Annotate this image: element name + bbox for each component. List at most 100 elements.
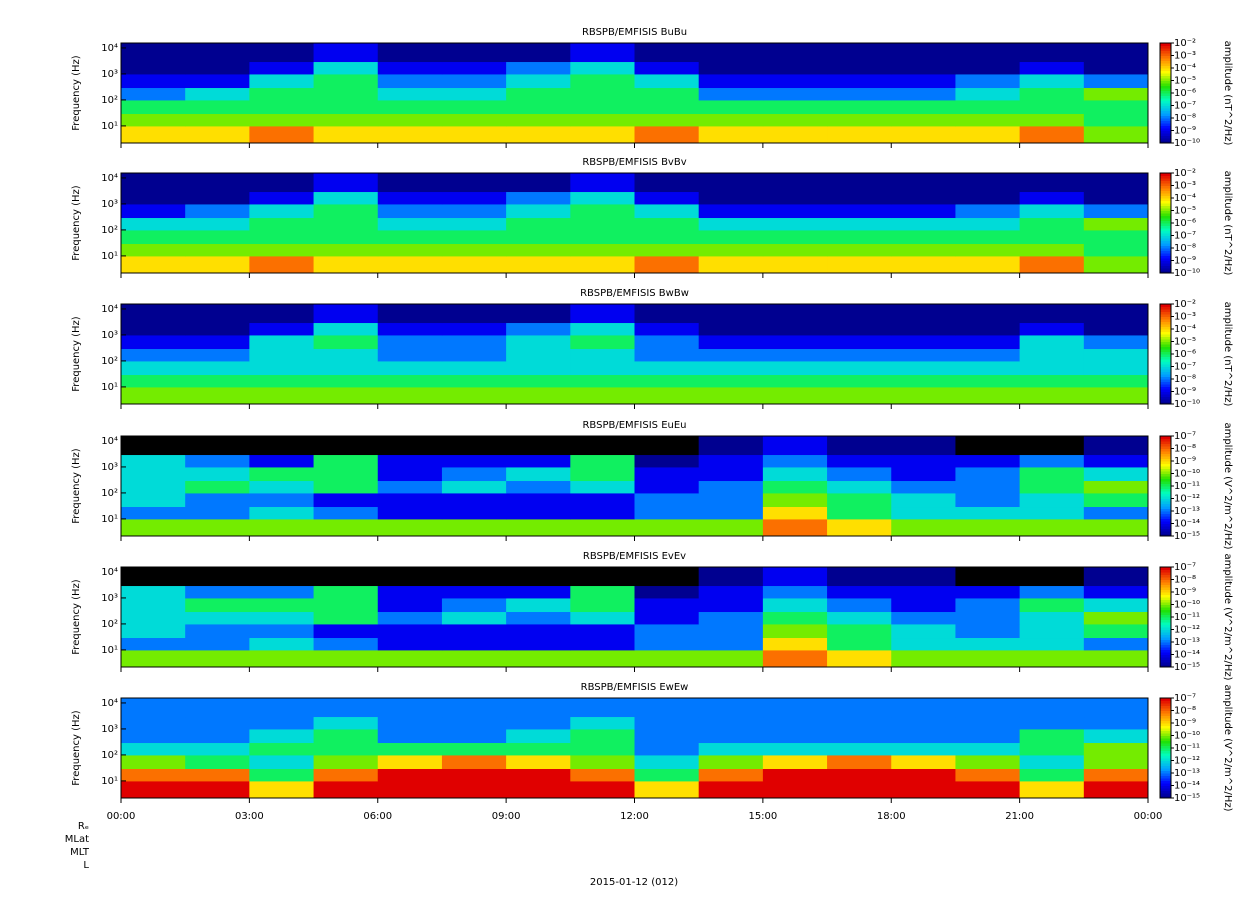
- colorbar-tick-label: 10⁻³: [1174, 181, 1196, 192]
- spectrogram-cell: [441, 597, 507, 613]
- spectrogram-cell: [1083, 87, 1149, 101]
- spectrogram-cell: [827, 334, 892, 350]
- colorbar-swatch: [1160, 486, 1171, 489]
- colorbar-swatch: [1160, 203, 1171, 206]
- spectrogram-cell: [827, 466, 892, 482]
- colorbar-swatch: [1160, 506, 1171, 509]
- spectrogram-cell: [121, 386, 186, 405]
- spectrogram-cell: [377, 649, 443, 668]
- spectrogram-cell: [185, 191, 250, 205]
- spectrogram-cell: [249, 348, 315, 362]
- spectrogram-cell: [891, 99, 956, 115]
- spectrogram-cell: [955, 780, 1021, 799]
- spectrogram-cell: [762, 754, 828, 770]
- spectrogram-cell: [441, 386, 507, 405]
- spectrogram-cell: [827, 768, 892, 782]
- spectrogram-cell: [121, 637, 186, 651]
- spectrogram-cell: [506, 637, 571, 651]
- spectrogram-cell: [506, 348, 571, 362]
- spectrogram-panel: RBSPB/EMFISIS BwBw Frequency (Hz) 10¹ 10² 10…: [71, 288, 1233, 410]
- spectrogram-cell: [1019, 466, 1085, 482]
- colorbar-swatch: [1160, 50, 1171, 54]
- panel-title: RBSPB/EMFISIS EwEw: [581, 682, 689, 693]
- spectrogram-cell: [1083, 255, 1149, 274]
- colorbar-swatch: [1160, 180, 1171, 184]
- spectrogram-cell: [570, 597, 635, 613]
- x-tick-label: 03:00: [235, 811, 264, 822]
- spectrogram-cell: [1083, 73, 1149, 89]
- spectrogram-cell: [441, 73, 507, 89]
- colorbar-swatch: [1160, 140, 1171, 144]
- spectrogram-cell: [313, 623, 379, 639]
- y-axis-label: Frequency (Hz): [71, 55, 82, 131]
- colorbar-swatch: [1160, 748, 1171, 751]
- spectrogram-panel: RBSPB/EMFISIS BvBv Frequency (Hz) 10¹ 10² 10…: [71, 157, 1233, 279]
- colorbar-swatch: [1160, 788, 1171, 791]
- y-tick-label: 10³: [101, 330, 118, 341]
- colorbar-swatch: [1160, 795, 1171, 799]
- spectrogram-cell: [1083, 698, 1149, 718]
- colorbar-swatch: [1160, 528, 1171, 532]
- colorbar-swatch: [1160, 210, 1171, 214]
- spectrogram-cell: [441, 436, 507, 456]
- spectrogram-cell: [441, 698, 507, 718]
- spectrogram-cell: [1083, 506, 1149, 520]
- spectrogram-cell: [313, 780, 379, 799]
- spectrogram-cell: [121, 203, 186, 219]
- y-tick-label: 10³: [101, 724, 118, 735]
- spectrogram-cell: [1083, 518, 1149, 537]
- spectrogram-cell: [377, 466, 443, 482]
- spectrogram-cell: [313, 611, 379, 625]
- colorbar-tick-label: 10⁻⁸: [1174, 575, 1196, 586]
- spectrogram-cell: [698, 43, 764, 63]
- colorbar-swatch: [1160, 374, 1171, 377]
- spectrogram-cell: [506, 191, 571, 205]
- colorbar-tick-label: 10⁻¹³: [1174, 506, 1200, 517]
- colorbar-swatch: [1160, 664, 1171, 668]
- spectrogram-cell: [506, 61, 571, 75]
- spectrogram-cell: [1019, 61, 1085, 75]
- colorbar-swatch: [1160, 765, 1171, 769]
- y-tick-label: 10²: [101, 95, 118, 106]
- colorbar-swatch: [1160, 491, 1171, 494]
- spectrogram-cell: [506, 322, 571, 336]
- spectrogram-cell: [827, 754, 892, 770]
- spectrogram-cell: [441, 113, 507, 127]
- colorbar-swatch: [1160, 371, 1171, 375]
- spectrogram-cell: [634, 322, 700, 336]
- spectrogram-cell: [1019, 492, 1085, 508]
- spectrogram-cell: [249, 203, 315, 219]
- colorbar-swatch: [1160, 526, 1171, 529]
- spectrogram-cell: [377, 436, 443, 456]
- spectrogram-cell: [185, 436, 250, 456]
- spectrogram-cell: [185, 454, 250, 468]
- spectrogram-cell: [377, 754, 443, 770]
- spectrogram-cell: [1083, 173, 1149, 193]
- spectrogram-cell: [249, 322, 315, 336]
- y-tick-label: 10⁴: [101, 698, 118, 709]
- spectrogram-cell: [377, 492, 443, 508]
- spectrogram-cell: [827, 229, 892, 245]
- spectrogram-cell: [570, 637, 635, 651]
- spectrogram-cell: [185, 334, 250, 350]
- spectrogram-cell: [441, 304, 507, 324]
- spectrogram-cell: [955, 466, 1021, 482]
- spectrogram-cell: [441, 466, 507, 482]
- colorbar-swatch: [1160, 634, 1171, 638]
- x-tick-label: 18:00: [877, 811, 906, 822]
- spectrogram-cell: [891, 113, 956, 127]
- spectrogram-cell: [185, 43, 250, 63]
- spectrogram-cell: [506, 716, 571, 730]
- colorbar-swatch: [1160, 649, 1171, 653]
- colorbar-swatch: [1160, 715, 1171, 719]
- colorbar-swatch: [1160, 584, 1171, 588]
- spectrogram-cell: [121, 99, 186, 115]
- spectrogram-cell: [185, 125, 250, 144]
- spectrogram-cell: [441, 742, 507, 756]
- spectrogram-cell: [634, 229, 700, 245]
- spectrogram-cell: [249, 611, 315, 625]
- colorbar-swatch: [1160, 248, 1171, 251]
- colorbar-swatch: [1160, 579, 1171, 583]
- spectrogram-cell: [827, 386, 892, 405]
- spectrogram-cell: [762, 716, 828, 730]
